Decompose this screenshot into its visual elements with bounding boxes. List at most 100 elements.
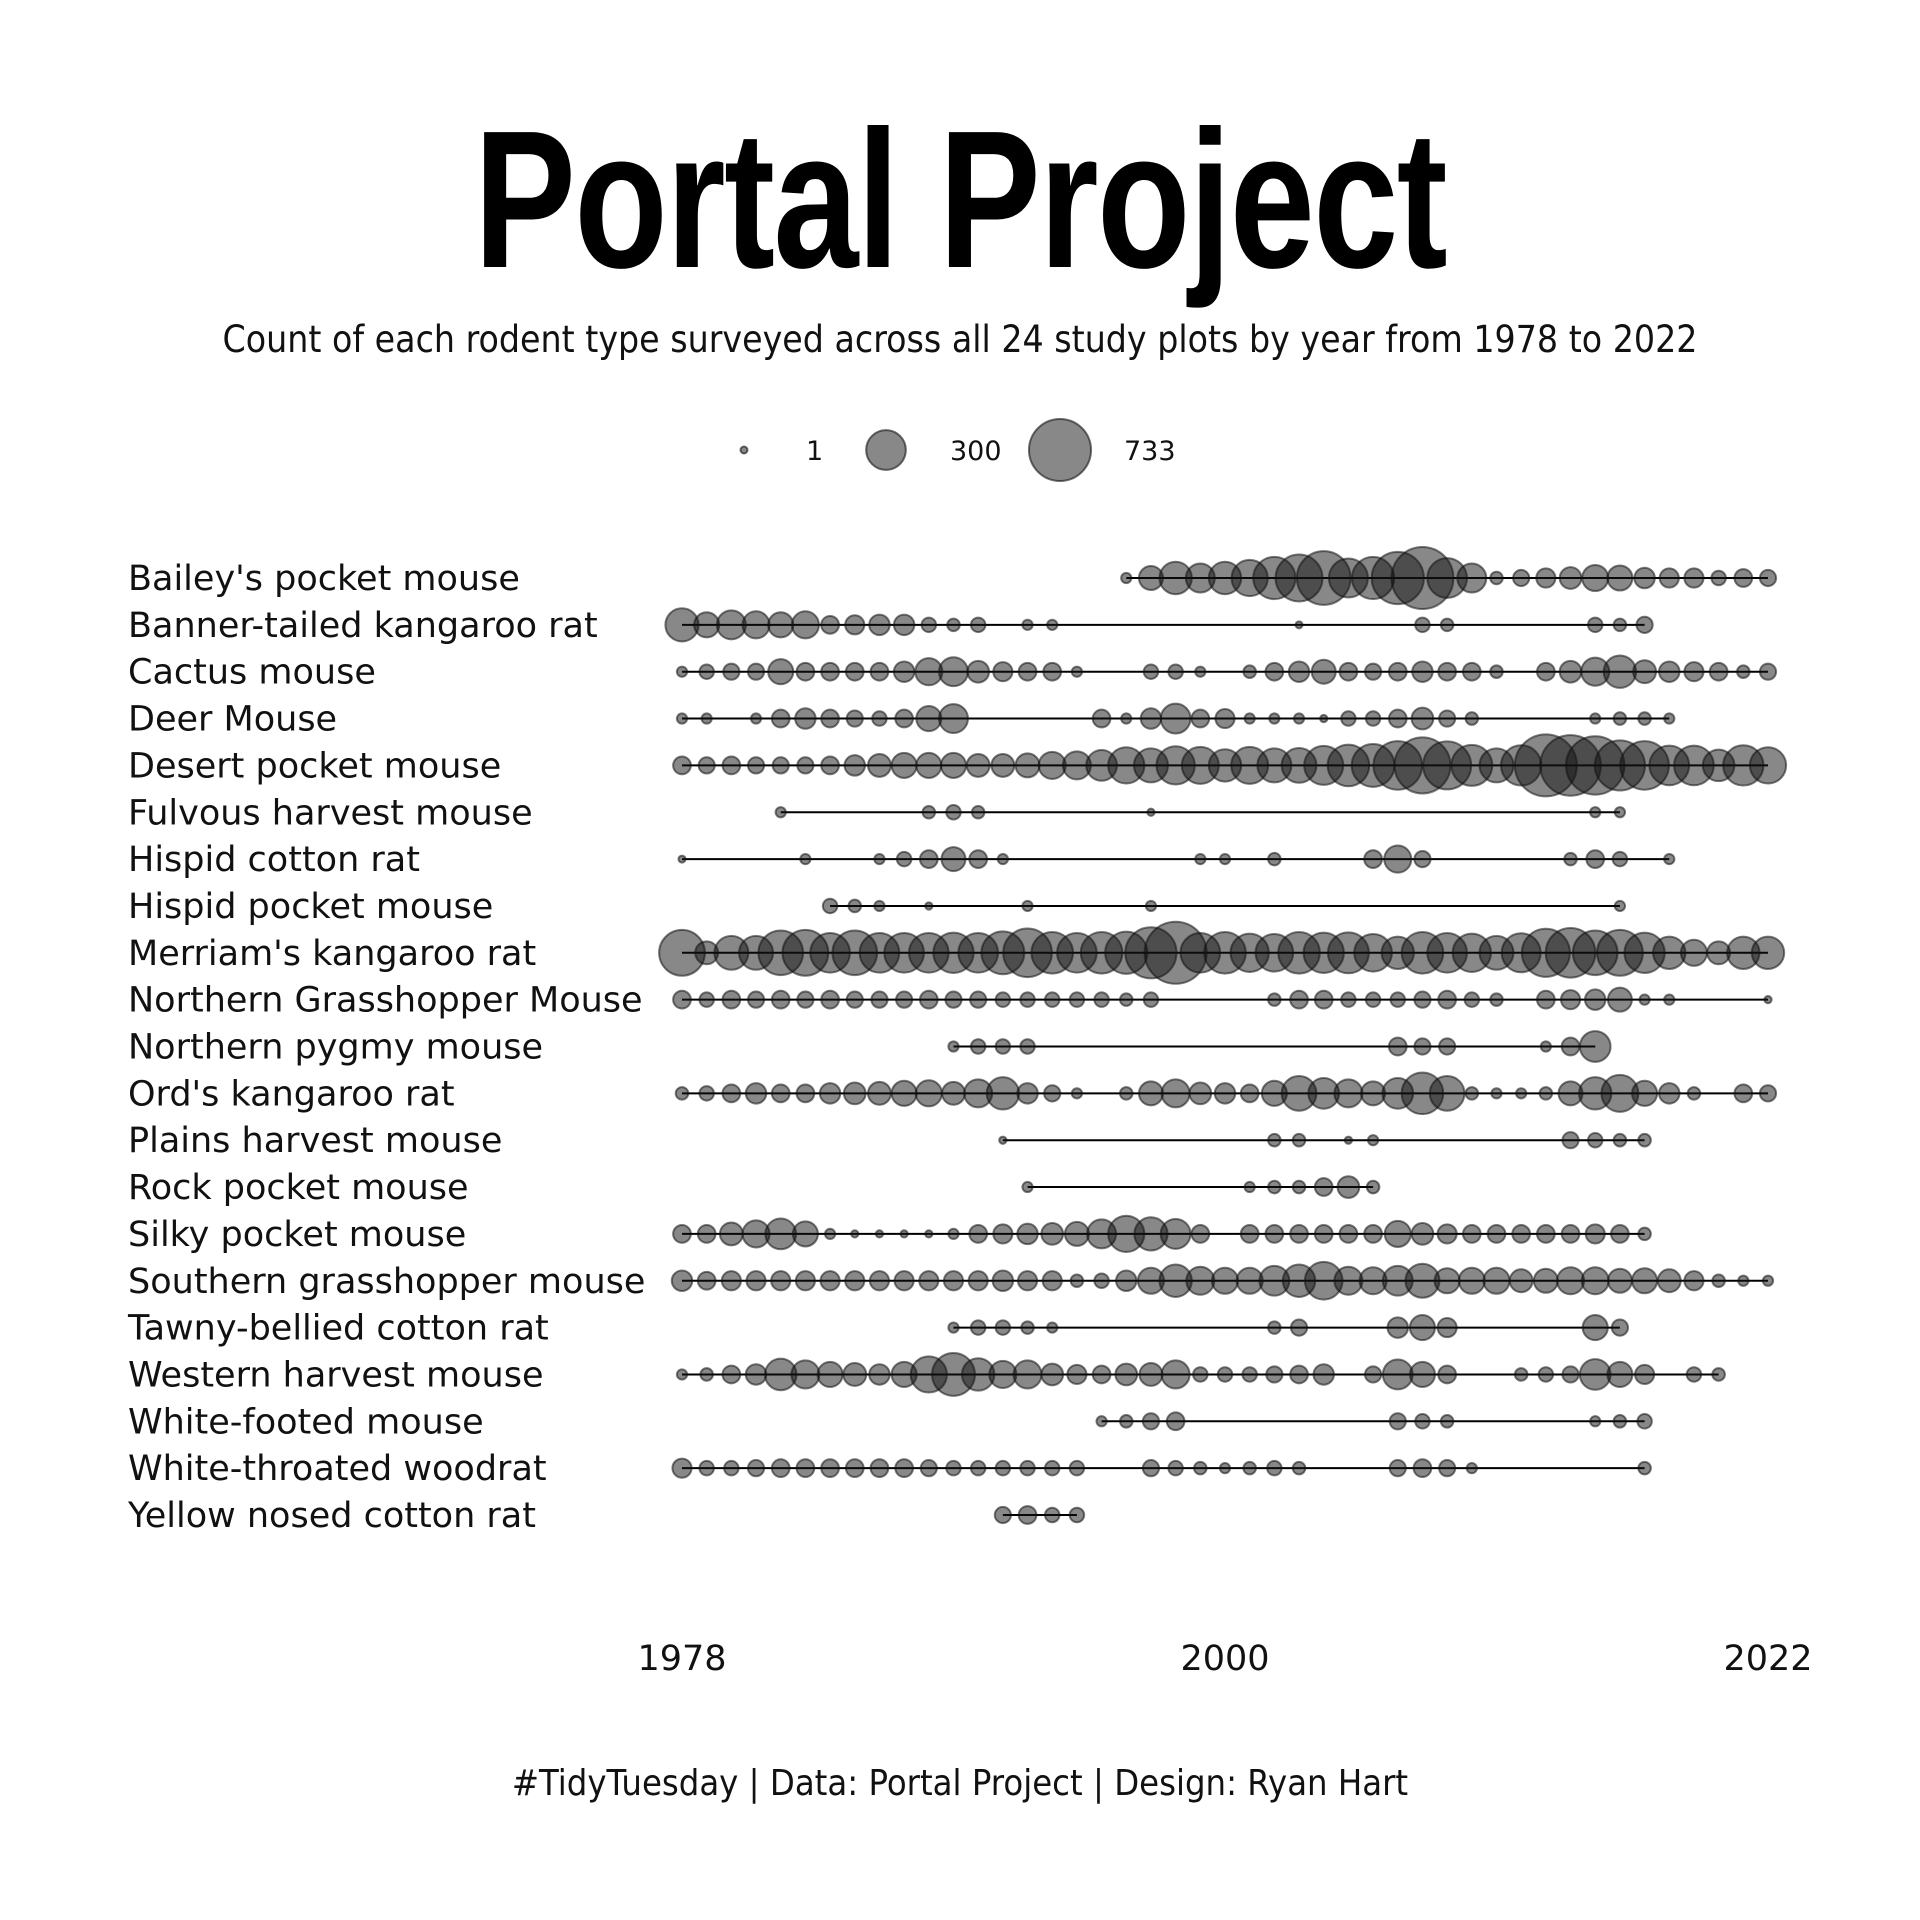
year-bubble bbox=[1663, 712, 1676, 725]
year-bubble bbox=[674, 1086, 690, 1101]
year-bubble bbox=[1758, 1084, 1778, 1103]
year-bubble bbox=[1535, 989, 1556, 1010]
year-bubble bbox=[1142, 991, 1160, 1008]
year-bubble bbox=[746, 662, 766, 681]
year-bubble bbox=[770, 989, 791, 1010]
legend-label: 300 bbox=[950, 436, 1002, 467]
year-bubble bbox=[672, 1224, 692, 1244]
year-bubble bbox=[675, 1368, 689, 1381]
year-bubble bbox=[894, 708, 915, 729]
year-bubble bbox=[671, 1457, 693, 1479]
year-bubble bbox=[947, 1040, 960, 1053]
year-bubble bbox=[1758, 662, 1778, 681]
species-label: Northern Grasshopper Mouse bbox=[128, 981, 643, 1021]
year-bubble bbox=[1068, 1459, 1086, 1477]
year-bubble bbox=[1119, 1414, 1134, 1429]
year-bubble bbox=[790, 1359, 821, 1390]
year-bubble bbox=[1632, 659, 1658, 685]
year-bubble bbox=[924, 901, 934, 911]
year-bubble bbox=[996, 852, 1009, 866]
year-bubble bbox=[1363, 849, 1383, 869]
species-label: Desert pocket mouse bbox=[128, 746, 501, 786]
year-bubble bbox=[845, 709, 864, 728]
year-bubble bbox=[1438, 1459, 1457, 1478]
year-bubble bbox=[723, 1459, 740, 1477]
year-bubble bbox=[969, 1038, 987, 1055]
species-row: Hispid cotton rat bbox=[128, 840, 1676, 880]
year-bubble bbox=[1381, 1358, 1414, 1391]
year-bubble bbox=[820, 989, 840, 1010]
year-bubble bbox=[746, 990, 766, 1009]
year-bubble bbox=[1512, 568, 1531, 588]
year-bubble bbox=[1612, 1132, 1628, 1148]
year-bubble bbox=[1486, 1224, 1507, 1244]
year-bubble bbox=[1338, 1224, 1359, 1244]
year-bubble bbox=[1115, 1269, 1138, 1292]
year-bubble bbox=[790, 610, 820, 640]
species-row: Merriam's kangaroo rat bbox=[128, 920, 1786, 985]
year-bubble bbox=[1068, 1506, 1086, 1524]
year-bubble bbox=[1589, 806, 1602, 819]
year-bubble bbox=[1683, 1270, 1705, 1292]
year-bubble bbox=[1634, 1363, 1656, 1386]
year-bubble bbox=[844, 661, 865, 682]
year-bubble bbox=[820, 661, 840, 682]
year-bubble bbox=[1159, 702, 1192, 735]
year-bubble bbox=[994, 1319, 1012, 1336]
species-row: Yellow nosed cotton rat bbox=[127, 1496, 1086, 1536]
year-bubble bbox=[821, 897, 839, 915]
year-bubble bbox=[1138, 1361, 1164, 1387]
year-bubble bbox=[1043, 1506, 1061, 1524]
year-bubble bbox=[1017, 661, 1038, 682]
year-bubble bbox=[1586, 1131, 1604, 1149]
year-bubble bbox=[1291, 1179, 1307, 1195]
species-row: Deer Mouse bbox=[128, 700, 1676, 740]
year-bubble bbox=[1683, 661, 1705, 683]
year-bubble bbox=[819, 1270, 841, 1292]
year-bubble bbox=[994, 1038, 1012, 1055]
year-bubble bbox=[1016, 1222, 1039, 1246]
year-bubble bbox=[1555, 1266, 1586, 1296]
year-bubble bbox=[1319, 713, 1329, 724]
year-bubble bbox=[1137, 1080, 1164, 1107]
year-bubble bbox=[1120, 571, 1133, 585]
year-bubble bbox=[675, 665, 689, 678]
species-label: Fulvous harvest mouse bbox=[128, 793, 533, 833]
year-bubble bbox=[918, 1270, 940, 1292]
year-bubble bbox=[868, 1270, 891, 1292]
year-bubble bbox=[1194, 852, 1207, 866]
year-bubble bbox=[1457, 1266, 1486, 1295]
year-bubble bbox=[1383, 844, 1413, 874]
year-bubble bbox=[770, 708, 791, 729]
year-bubble bbox=[1242, 1460, 1257, 1476]
year-bubble bbox=[1761, 1274, 1775, 1287]
year-bubble bbox=[868, 613, 891, 637]
year-bubble bbox=[1167, 663, 1184, 680]
year-bubble bbox=[1243, 712, 1256, 725]
year-bubble bbox=[1192, 1366, 1209, 1383]
year-bubble bbox=[1733, 1083, 1754, 1104]
year-bubble bbox=[1612, 617, 1628, 633]
year-bubble bbox=[767, 658, 795, 686]
year-bubble bbox=[845, 990, 864, 1009]
year-bubble bbox=[1063, 1220, 1090, 1247]
year-bubble bbox=[945, 804, 962, 821]
year-bubble bbox=[1583, 988, 1607, 1011]
year-bubble bbox=[893, 1270, 915, 1292]
year-bubble bbox=[672, 755, 692, 776]
year-bubble bbox=[1633, 566, 1656, 590]
year-bubble bbox=[1560, 1224, 1581, 1244]
year-bubble bbox=[744, 1363, 768, 1386]
year-bubble bbox=[1066, 1363, 1088, 1386]
year-bubble bbox=[1439, 1414, 1455, 1429]
year-bubble bbox=[1489, 664, 1504, 679]
year-bubble bbox=[1093, 1272, 1110, 1289]
year-bubble bbox=[1016, 1270, 1039, 1292]
year-bubble bbox=[1580, 1266, 1610, 1296]
year-bubble bbox=[1042, 661, 1063, 682]
year-bubble bbox=[873, 852, 886, 866]
year-bubble bbox=[1267, 851, 1282, 867]
year-bubble bbox=[1243, 1180, 1256, 1194]
year-bubble bbox=[1408, 1360, 1436, 1388]
species-label: Ord's kangaroo rat bbox=[128, 1074, 455, 1114]
